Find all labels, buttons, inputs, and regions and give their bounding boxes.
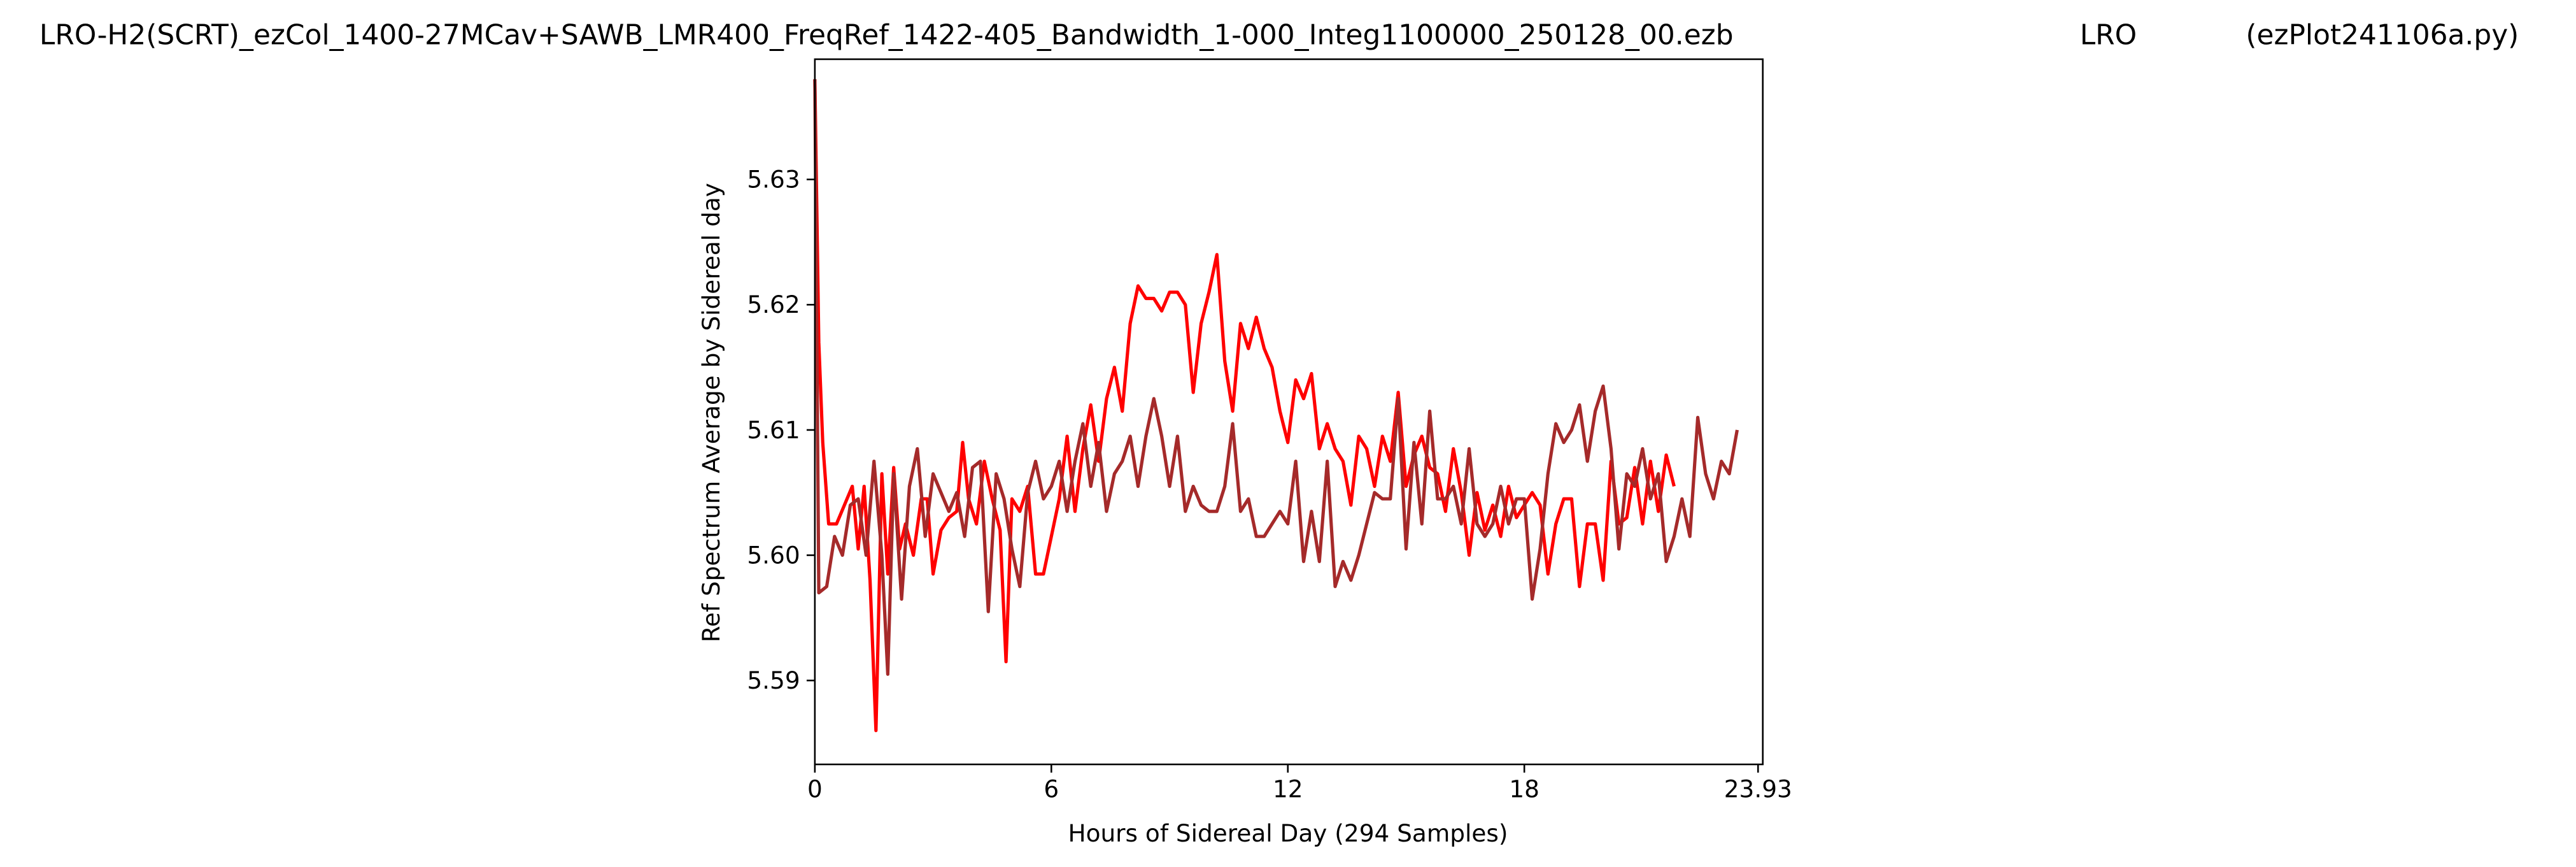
y-tick-label: 5.61: [747, 416, 800, 444]
x-tick-label: 6: [1044, 775, 1059, 803]
chart-title: LRO-H2(SCRT)_ezCol_1400-27MCav+SAWB_LMR4…: [39, 19, 1734, 52]
y-axis-label: Ref Spectrum Average by Sidereal day: [697, 183, 725, 642]
x-tick-label: 0: [807, 775, 823, 803]
plot-frame: [814, 58, 1764, 766]
y-tick-label: 5.60: [747, 541, 800, 569]
y-tick-label: 5.62: [747, 290, 800, 319]
chart-title-right: (ezPlot241106a.py): [2246, 19, 2519, 52]
data-line: [813, 79, 1676, 733]
chart-title-center: LRO: [2080, 19, 2137, 52]
y-tick-label: 5.63: [747, 166, 800, 194]
x-tick-label: 18: [1509, 775, 1539, 803]
x-axis-label: Hours of Sidereal Day (294 Samples): [1068, 819, 1508, 847]
x-tick-label: 12: [1273, 775, 1303, 803]
y-tick-label: 5.59: [747, 666, 800, 694]
x-tick-label: 23.93: [1724, 775, 1792, 803]
data-line: [813, 79, 1739, 676]
